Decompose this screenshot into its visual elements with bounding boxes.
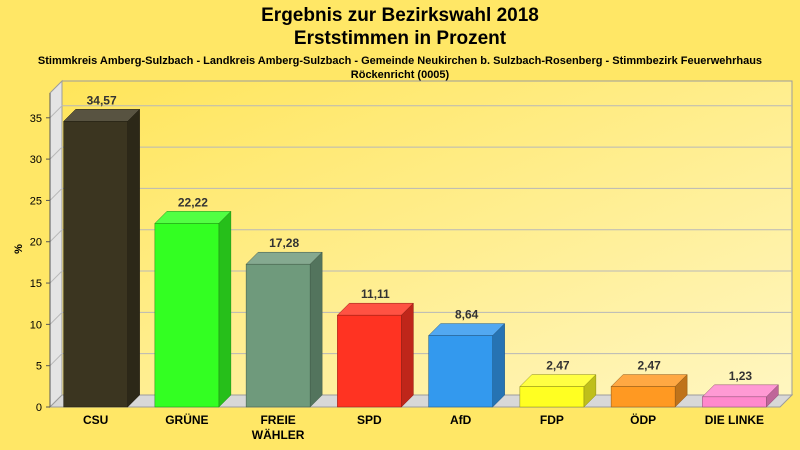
bar-front (519, 386, 585, 408)
bar (63, 108, 141, 408)
bar-top (701, 384, 779, 398)
y-tick-label: 30 (30, 154, 42, 166)
bar-side (127, 108, 140, 408)
bar-front (702, 396, 767, 408)
y-axis: 0 5 10 15 20 25 30 35 (30, 93, 51, 414)
chart-title-line2: Erststimmen in Prozent (293, 28, 507, 49)
gridline (49, 105, 792, 119)
gridline (49, 146, 792, 160)
category-label: ÖDP (630, 412, 656, 427)
bar-side (492, 323, 505, 408)
category-label: AfD (450, 413, 472, 427)
y-tick-label: 5 (36, 361, 42, 373)
bar-top (428, 323, 506, 336)
y-axis-label: % (13, 244, 25, 254)
category-label: SPD (357, 413, 382, 427)
y-tick-label: 10 (30, 319, 42, 331)
chart-subtitle: Stimmkreis Amberg-Sulzbach - Landkreis A… (37, 55, 763, 67)
bar (245, 251, 323, 408)
bar-top (63, 109, 141, 122)
bar-value-label: 34,57 (87, 93, 117, 107)
bar-side (218, 210, 232, 408)
y-tick-label: 0 (36, 402, 42, 414)
bar-top (154, 211, 232, 224)
bar-top (610, 374, 688, 387)
category-label: FDP (540, 413, 564, 427)
category-label: CSU (83, 413, 108, 427)
bar-top (519, 374, 597, 387)
category-label: WÄHLER (252, 427, 305, 442)
y-tick-label: 35 (30, 113, 42, 125)
y-tick-label: 25 (30, 195, 42, 207)
y-tick-label: 20 (30, 237, 42, 249)
bar-top (336, 302, 414, 316)
gridline (49, 229, 792, 243)
bar (610, 373, 688, 408)
chart-subtitle-line2: Röckenricht (0005) (350, 69, 450, 81)
bar-front (428, 335, 493, 408)
bar-value-label: 11,11 (361, 287, 390, 301)
gridline (49, 353, 792, 367)
bar-front (337, 314, 402, 408)
bar-value-label: 2,47 (546, 359, 570, 373)
bar-value-label: 22,22 (178, 195, 208, 209)
bar (701, 384, 779, 408)
bar-value-label: 17,28 (269, 236, 299, 250)
plot-area (48, 79, 794, 409)
bar-side (401, 302, 414, 408)
gridline (49, 187, 792, 201)
grid (49, 105, 792, 367)
bar-front (610, 386, 676, 408)
plot-side-wall (49, 79, 63, 409)
y-tick-label: 15 (30, 278, 42, 290)
bar (154, 210, 232, 408)
bar-top (245, 251, 323, 265)
gridline (49, 270, 792, 284)
bar-value-label: 1,23 (729, 369, 753, 383)
bar-front (154, 223, 220, 408)
bar-front (245, 263, 311, 408)
bar-side (309, 251, 323, 408)
bar-value-label: 2,47 (637, 359, 661, 373)
bar (519, 373, 597, 408)
category-label: DIE LINKE (705, 413, 764, 427)
bar (336, 302, 414, 408)
bars: 34,57 22,22 17,28 11,11 8,64 2,47 2,47 1,23 (63, 93, 779, 408)
gridline (49, 311, 792, 325)
bar-front (63, 121, 128, 408)
category-label: GRÜNE (165, 412, 208, 427)
category-label: FREIE (260, 413, 295, 427)
bar (428, 323, 506, 408)
bar-value-label: 8,64 (455, 308, 479, 322)
chart-title: Ergebnis zur Bezirkswahl 2018 (261, 5, 539, 26)
title-block: Ergebnis zur Bezirkswahl 2018 Erststimme… (0, 4, 800, 82)
